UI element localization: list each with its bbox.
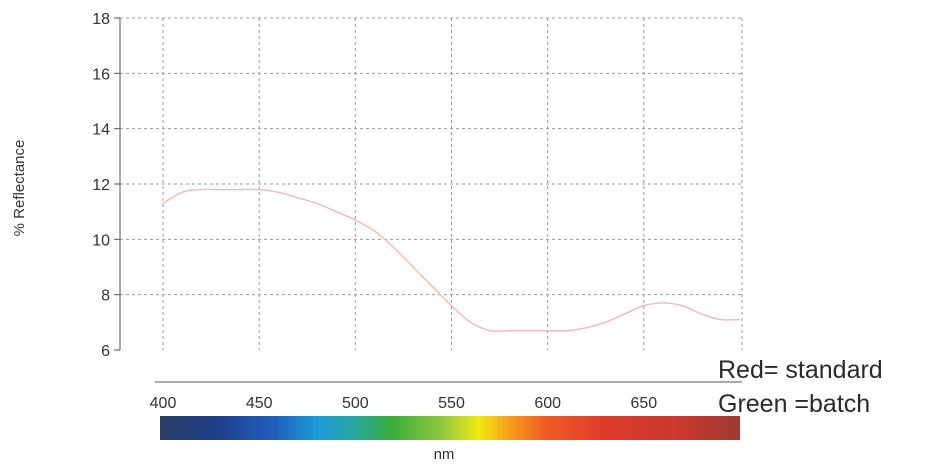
y-tick-labels: 6 8 10 12 14 16 18	[92, 11, 110, 360]
series-lines	[162, 188, 741, 332]
x-tick-label: 550	[438, 395, 465, 412]
x-tick-label: 600	[534, 395, 561, 412]
legend-note-batch: Green =batch	[718, 390, 871, 418]
legend-note-standard: Red= standard	[718, 356, 883, 384]
axes	[114, 17, 742, 383]
y-tick-label: 8	[101, 288, 110, 305]
y-tick-label: 14	[92, 122, 110, 139]
y-axis-label: % Reflectance	[11, 140, 28, 237]
y-tick-label: 18	[92, 11, 110, 28]
y-tick-label: 12	[92, 177, 110, 194]
y-tick-label: 10	[92, 232, 110, 249]
grid-lines	[120, 17, 743, 350]
x-tick-label: 500	[342, 395, 369, 412]
x-tick-label: 400	[150, 395, 177, 412]
x-tick-label: 450	[246, 395, 273, 412]
x-tick-labels: 400 450 500 550 600 650	[150, 395, 658, 412]
y-tick-label: 6	[101, 343, 110, 360]
spectrum-color-bar	[160, 416, 740, 440]
x-axis-label: nm	[434, 446, 455, 463]
x-tick-label: 650	[630, 395, 657, 412]
y-tick-label: 16	[92, 66, 110, 83]
series-line-standard	[162, 188, 741, 332]
